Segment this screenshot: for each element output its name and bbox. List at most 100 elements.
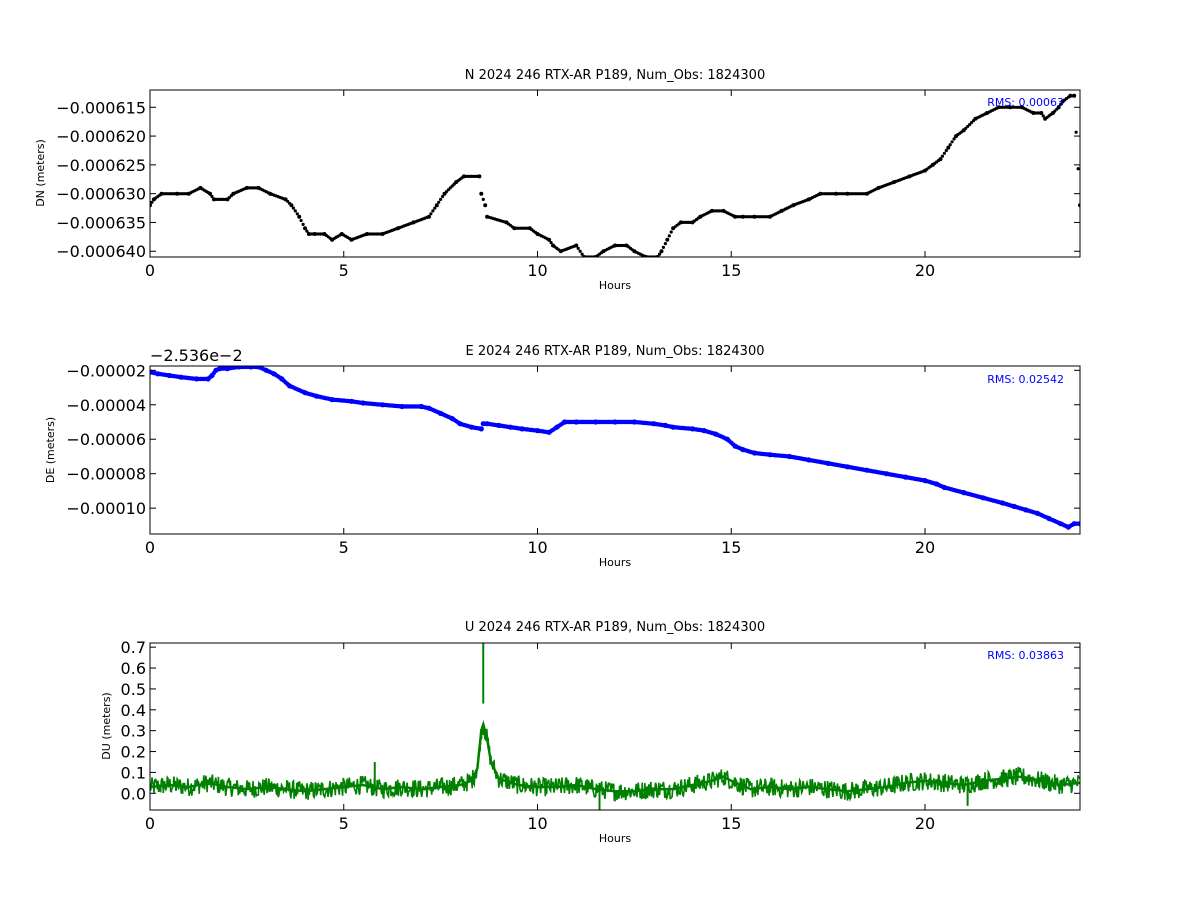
data-point: [740, 214, 745, 219]
y-tick-label: 0.1: [121, 763, 146, 782]
data-point: [689, 426, 696, 432]
data-point: [768, 214, 772, 219]
data-point: [1008, 105, 1013, 110]
chart-title: U 2024 246 RTX-AR P189, Num_Obs: 1824300: [465, 620, 765, 635]
data-point: [954, 134, 958, 139]
data-point: [659, 249, 664, 254]
data-point: [496, 422, 502, 428]
data-point: [833, 191, 838, 196]
data-point: [431, 209, 435, 213]
data-point: [380, 232, 385, 236]
data-point: [348, 398, 355, 404]
data-point: [892, 180, 896, 185]
data-point: [507, 424, 513, 430]
data-point: [360, 400, 366, 406]
data-point: [624, 243, 629, 248]
y-tick-label: −0.000615: [56, 98, 146, 117]
data-point: [601, 249, 606, 254]
y-tick-label: −0.00008: [66, 465, 146, 484]
data-point: [1059, 102, 1063, 106]
data-point: [1060, 99, 1065, 104]
data-point: [211, 197, 216, 202]
data-point: [442, 191, 447, 196]
data-point: [209, 372, 215, 379]
data-point: [1065, 524, 1071, 530]
data-point: [150, 200, 154, 204]
data-point: [786, 453, 793, 460]
data-point: [504, 220, 509, 225]
data-point: [864, 467, 870, 473]
x-axis-label: Hours: [599, 832, 631, 845]
rms-annotation: RMS: 0.02542: [987, 373, 1064, 386]
data-point: [193, 376, 200, 382]
y-axis-label: DN (meters): [34, 139, 47, 207]
data-point: [825, 460, 831, 466]
data-point: [271, 371, 277, 377]
data-point: [941, 484, 948, 491]
data-point: [767, 452, 773, 458]
y-axis-label: DE (meters): [44, 417, 57, 483]
data-point: [178, 374, 184, 380]
data-point: [578, 249, 582, 253]
data-point: [662, 422, 669, 428]
data-point: [966, 124, 970, 129]
data-point: [256, 185, 261, 190]
data-point: [791, 203, 796, 208]
y-tick-label: 0.5: [121, 680, 146, 699]
y-tick-label: −0.00006: [66, 430, 146, 449]
data-point: [151, 197, 156, 202]
data-point: [930, 162, 935, 167]
data-point: [1050, 111, 1055, 115]
x-tick-label: 0: [145, 814, 155, 833]
data-point: [302, 390, 308, 396]
y-tick-label: 0.3: [121, 722, 146, 741]
data-point: [961, 128, 966, 133]
data-point: [942, 151, 947, 155]
data-point: [217, 366, 223, 372]
data-point: [441, 194, 445, 199]
data-point: [365, 232, 369, 236]
data-point: [701, 428, 707, 434]
data-point: [806, 197, 811, 202]
data-point: [907, 174, 912, 179]
data-point: [554, 424, 560, 430]
x-tick-label: 20: [915, 814, 935, 833]
data-point: [210, 194, 214, 199]
data-point: [484, 421, 490, 427]
data-point: [330, 237, 335, 242]
data-point: [299, 218, 303, 223]
data-point: [301, 222, 305, 226]
x-tick-label: 15: [721, 814, 741, 833]
data-point: [576, 246, 580, 250]
data-point: [283, 197, 288, 202]
data-point: [534, 428, 541, 434]
data-point: [155, 371, 161, 377]
data-point: [208, 191, 213, 196]
x-tick-label: 15: [721, 261, 741, 280]
x-tick-label: 15: [721, 538, 741, 557]
data-point: [1068, 93, 1073, 98]
data-point: [613, 243, 617, 248]
data-point: [457, 421, 463, 427]
data-point: [562, 419, 568, 425]
data-point: [429, 212, 433, 216]
x-tick-label: 0: [145, 538, 155, 557]
data-point: [1076, 167, 1080, 171]
data-point: [449, 416, 455, 422]
x-axis-label: Hours: [599, 279, 631, 292]
data-point: [922, 478, 928, 484]
data-point: [255, 366, 262, 370]
x-tick-label: 10: [527, 261, 547, 280]
data-point: [1039, 111, 1044, 115]
data-point: [198, 185, 203, 190]
x-tick-label: 10: [527, 814, 547, 833]
data-point: [973, 116, 978, 121]
y-tick-label: −0.000625: [56, 156, 146, 175]
y-tick-label: −0.000635: [56, 213, 146, 232]
data-point: [999, 500, 1006, 506]
data-point: [546, 429, 552, 435]
data-point: [478, 426, 484, 432]
data-point: [268, 191, 273, 196]
x-tick-label: 0: [145, 261, 155, 280]
